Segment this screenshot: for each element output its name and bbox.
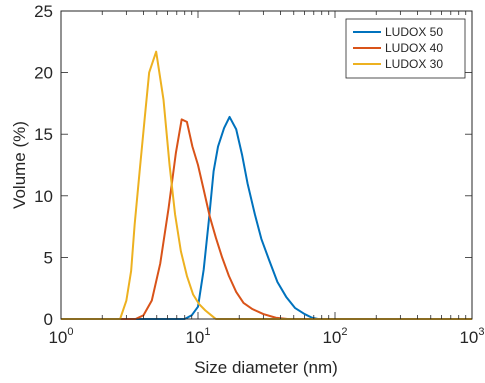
- x-tick-label: 102: [322, 326, 347, 347]
- y-tick-labels: 0 5 10 15 20 25: [34, 2, 53, 329]
- x-tick-label-base: 10: [185, 328, 204, 347]
- x-tick-label-base: 10: [459, 328, 478, 347]
- x-tick-label-base: 10: [322, 328, 341, 347]
- series-line-ludox-50: [61, 115, 472, 320]
- x-tick-label: 103: [459, 326, 484, 347]
- series-line-ludox-40: [61, 118, 472, 320]
- x-tick-label-exponent: 1: [204, 326, 210, 338]
- x-axis-label: Size diameter (nm): [194, 358, 338, 377]
- y-tick-label: 0: [44, 310, 53, 329]
- y-tick-label: 15: [34, 125, 53, 144]
- series-layer: [61, 50, 472, 320]
- series-line-ludox-30: [61, 50, 472, 320]
- x-tick-label-exponent: 2: [341, 326, 347, 338]
- tick-layer: [60, 10, 473, 320]
- legend-label-ludox-40: LUDOX 40: [385, 41, 443, 55]
- y-tick-label: 5: [44, 248, 53, 267]
- x-tick-label: 100: [48, 326, 73, 347]
- legend: LUDOX 50 LUDOX 40 LUDOX 30: [345, 18, 466, 79]
- plot-area-frame: [60, 10, 473, 320]
- x-tick-label-exponent: 0: [67, 326, 73, 338]
- y-tick-label: 10: [34, 187, 53, 206]
- legend-label-ludox-50: LUDOX 50: [385, 25, 443, 39]
- y-tick-label: 20: [34, 64, 53, 83]
- x-tick-label-exponent: 3: [478, 326, 484, 338]
- y-axis-label: Volume (%): [10, 121, 29, 209]
- y-tick-label: 25: [34, 2, 53, 21]
- x-tick-label: 101: [185, 326, 210, 347]
- legend-label-ludox-30: LUDOX 30: [385, 57, 443, 71]
- x-tick-label-base: 10: [48, 328, 67, 347]
- x-tick-labels: 100 101 102 103: [48, 326, 484, 347]
